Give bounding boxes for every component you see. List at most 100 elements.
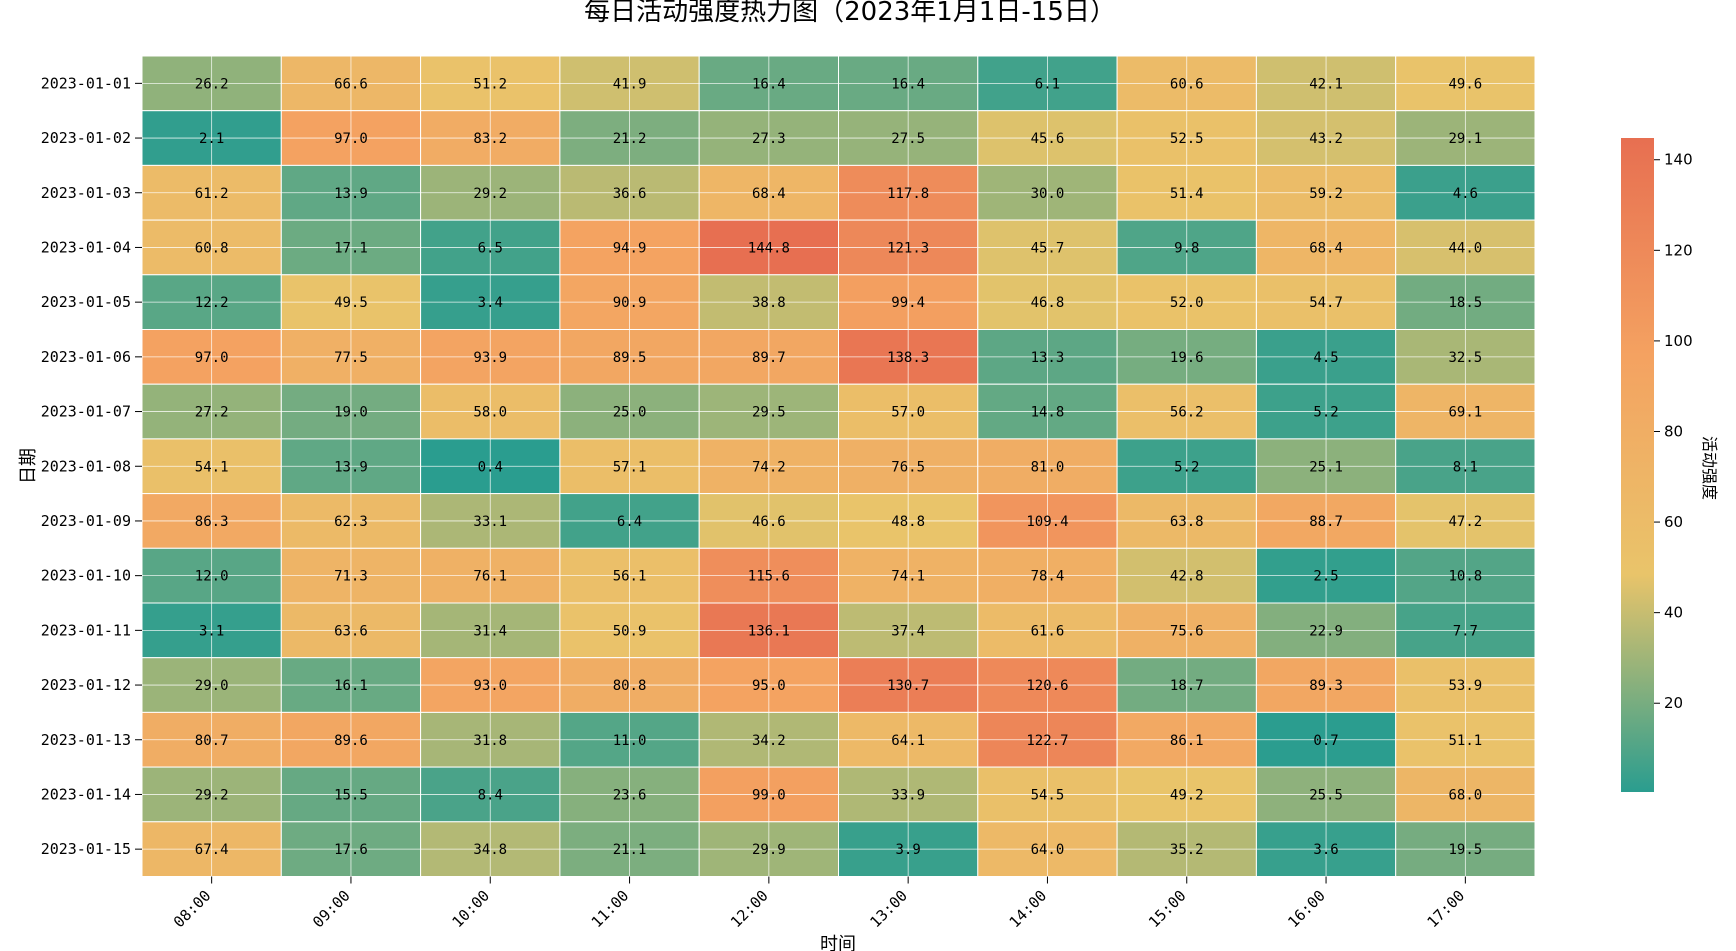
cell-value-label: 115.6 xyxy=(748,569,790,585)
cell-value-label: 61.2 xyxy=(195,186,229,202)
cell-value-label: 4.6 xyxy=(1453,186,1478,202)
cell-value-label: 76.5 xyxy=(891,459,925,475)
cell-value-label: 29.2 xyxy=(473,186,507,202)
cell-value-label: 21.2 xyxy=(613,131,647,147)
y-tick-label: 2023-01-08 xyxy=(41,457,131,475)
cell-value-label: 89.7 xyxy=(752,350,786,366)
cell-value-label: 44.0 xyxy=(1448,240,1482,256)
cell-value-label: 68.4 xyxy=(1309,240,1343,256)
cell-value-label: 86.3 xyxy=(195,514,229,530)
cell-value-label: 78.4 xyxy=(1031,569,1065,585)
x-tick-label: 17:00 xyxy=(1424,887,1469,932)
x-tick-label: 08:00 xyxy=(170,887,215,932)
cell-value-label: 3.6 xyxy=(1313,842,1338,858)
cell-value-label: 19.6 xyxy=(1170,350,1204,366)
cell-value-label: 13.3 xyxy=(1031,350,1065,366)
cell-value-label: 25.1 xyxy=(1309,459,1343,475)
cell-value-label: 12.0 xyxy=(195,569,229,585)
x-tick-label: 10:00 xyxy=(448,887,493,932)
colorbar-tick-label: 40 xyxy=(1664,604,1683,622)
x-tick-label: 16:00 xyxy=(1284,887,1329,932)
cell-value-label: 83.2 xyxy=(473,131,507,147)
y-tick-label: 2023-01-04 xyxy=(41,238,131,256)
cell-value-label: 29.5 xyxy=(752,405,786,421)
cell-value-label: 86.1 xyxy=(1170,733,1204,749)
cell-value-label: 74.2 xyxy=(752,459,786,475)
cell-value-label: 120.6 xyxy=(1026,678,1068,694)
cell-value-label: 34.2 xyxy=(752,733,786,749)
cell-value-label: 77.5 xyxy=(334,350,368,366)
y-tick-label: 2023-01-15 xyxy=(41,840,131,858)
cell-value-label: 43.2 xyxy=(1309,131,1343,147)
cell-value-label: 75.6 xyxy=(1170,623,1204,639)
cell-value-label: 64.0 xyxy=(1031,842,1065,858)
y-tick-label: 2023-01-02 xyxy=(41,129,131,147)
cell-value-label: 19.0 xyxy=(334,405,368,421)
cell-value-label: 144.8 xyxy=(748,240,790,256)
cell-value-label: 23.6 xyxy=(613,787,647,803)
colorbar: 20 40 60 80 100 120 140 xyxy=(1621,138,1693,792)
cell-value-label: 63.8 xyxy=(1170,514,1204,530)
cell-value-label: 97.0 xyxy=(334,131,368,147)
cell-value-label: 19.5 xyxy=(1448,842,1482,858)
cell-value-label: 109.4 xyxy=(1026,514,1068,530)
x-tick-label: 14:00 xyxy=(1006,887,1051,932)
y-tick-label: 2023-01-13 xyxy=(41,731,131,749)
cell-value-label: 8.4 xyxy=(478,787,503,803)
cell-value-label: 95.0 xyxy=(752,678,786,694)
cell-value-label: 25.0 xyxy=(613,405,647,421)
cell-value-label: 138.3 xyxy=(887,350,929,366)
cell-value-label: 56.2 xyxy=(1170,405,1204,421)
cell-value-label: 93.9 xyxy=(473,350,507,366)
cell-value-label: 64.1 xyxy=(891,733,925,749)
cell-value-label: 36.6 xyxy=(613,186,647,202)
y-tick-label: 2023-01-12 xyxy=(41,676,131,694)
cell-value-label: 80.8 xyxy=(613,678,647,694)
cell-value-label: 80.7 xyxy=(195,733,229,749)
cell-value-label: 27.2 xyxy=(195,405,229,421)
cell-value-label: 2.1 xyxy=(199,131,224,147)
y-tick-label: 2023-01-01 xyxy=(41,74,131,92)
cell-value-label: 57.0 xyxy=(891,405,925,421)
cell-value-label: 58.0 xyxy=(473,405,507,421)
cell-value-label: 27.3 xyxy=(752,131,786,147)
cell-value-label: 97.0 xyxy=(195,350,229,366)
cell-value-label: 81.0 xyxy=(1031,459,1065,475)
cell-value-label: 11.0 xyxy=(613,733,647,749)
cell-value-label: 48.8 xyxy=(891,514,925,530)
x-tick-label: 11:00 xyxy=(588,887,633,932)
cell-value-label: 16.4 xyxy=(752,76,786,92)
cell-value-label: 99.0 xyxy=(752,787,786,803)
cell-value-label: 12.2 xyxy=(195,295,229,311)
cell-value-label: 74.1 xyxy=(891,569,925,585)
cell-value-label: 13.9 xyxy=(334,459,368,475)
y-tick-label: 2023-01-09 xyxy=(41,512,131,530)
cell-value-label: 15.5 xyxy=(334,787,368,803)
colorbar-tick-label: 80 xyxy=(1664,422,1683,440)
cell-value-label: 7.7 xyxy=(1453,623,1478,639)
cell-value-label: 26.2 xyxy=(195,76,229,92)
cell-value-label: 31.4 xyxy=(473,623,507,639)
cell-value-label: 16.4 xyxy=(891,76,925,92)
cell-value-label: 42.1 xyxy=(1309,76,1343,92)
cell-value-label: 121.3 xyxy=(887,240,929,256)
cell-value-label: 54.1 xyxy=(195,459,229,475)
cell-value-label: 63.6 xyxy=(334,623,368,639)
cell-value-label: 33.1 xyxy=(473,514,507,530)
cell-value-label: 0.7 xyxy=(1313,733,1338,749)
cell-value-label: 10.8 xyxy=(1448,569,1482,585)
cell-value-label: 31.8 xyxy=(473,733,507,749)
cell-value-label: 61.6 xyxy=(1031,623,1065,639)
cell-value-label: 17.6 xyxy=(334,842,368,858)
y-axis: 2023-01-01 2023-01-02 2023-01-03 2023-01-04… xyxy=(41,74,142,858)
y-tick-label: 2023-01-14 xyxy=(41,785,131,803)
y-tick-label: 2023-01-05 xyxy=(41,293,131,311)
cell-value-label: 49.2 xyxy=(1170,787,1204,803)
cell-value-label: 46.8 xyxy=(1031,295,1065,311)
cell-value-label: 51.4 xyxy=(1170,186,1204,202)
colorbar-tick-label: 120 xyxy=(1664,241,1693,259)
cell-value-label: 71.3 xyxy=(334,569,368,585)
cell-value-label: 89.5 xyxy=(613,350,647,366)
cell-value-label: 29.9 xyxy=(752,842,786,858)
